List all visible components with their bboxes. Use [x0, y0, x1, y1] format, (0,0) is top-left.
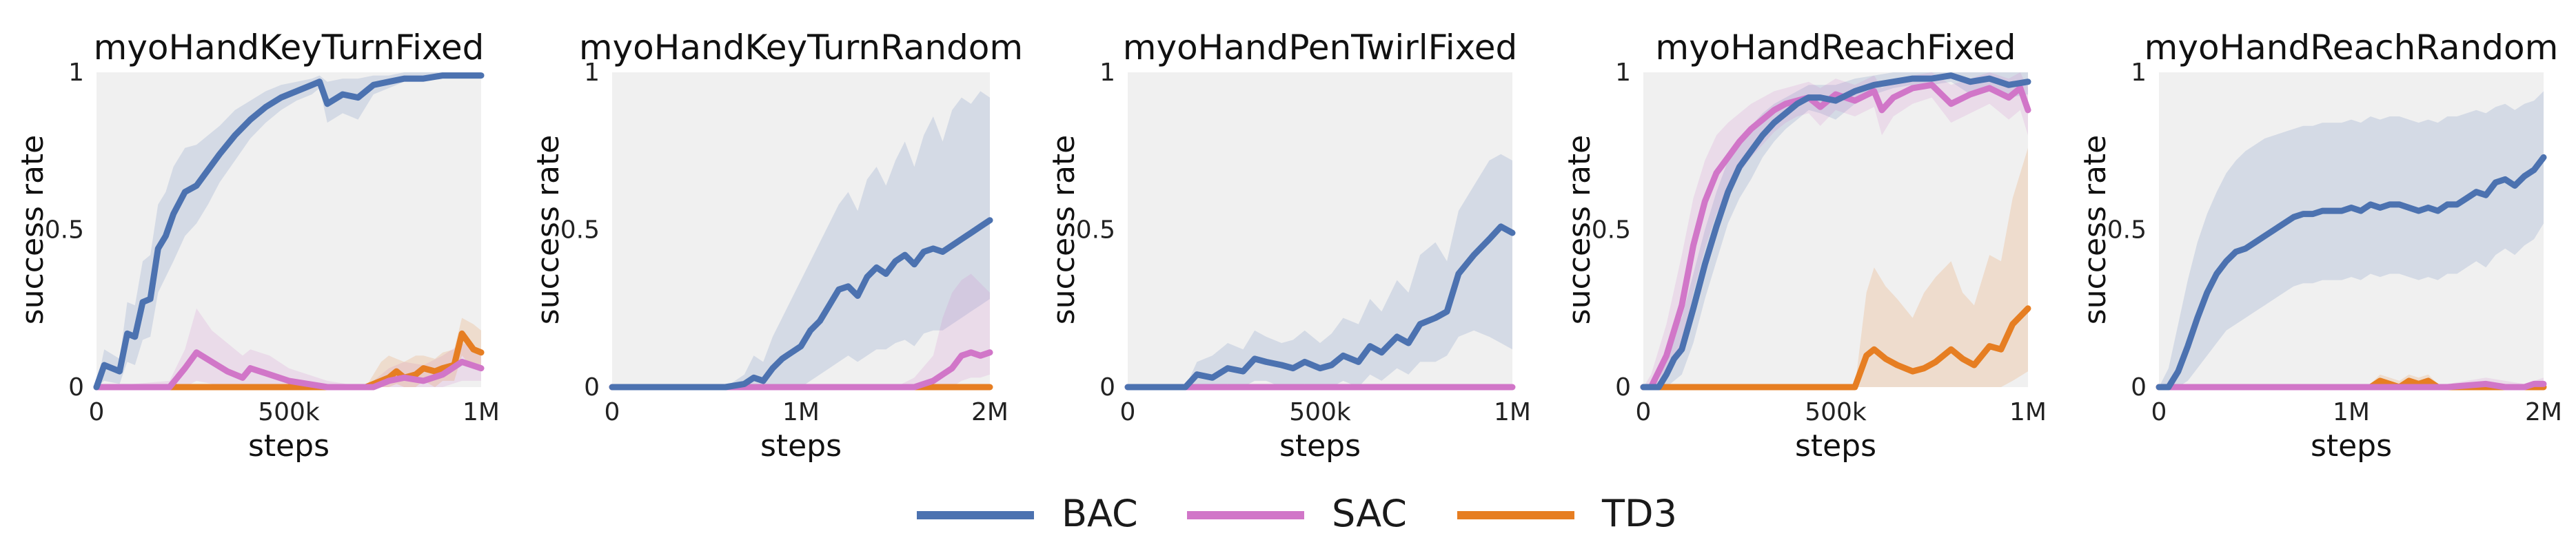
- x-axis-label: steps: [760, 428, 842, 464]
- chart-title: myoHandKeyTurnRandom: [579, 28, 1023, 68]
- x-tick-label: 1M: [1494, 398, 1531, 426]
- x-tick-label: 2M: [971, 398, 1008, 426]
- x-tick-label: 0: [605, 398, 620, 426]
- line-sac: [93, 349, 485, 391]
- legend-label-sac: SAC: [1332, 492, 1407, 535]
- x-tick-label: 0: [2151, 398, 2167, 426]
- y-axis-label: success rate: [15, 135, 50, 324]
- x-axis-label: steps: [2311, 428, 2392, 464]
- line-bac: [609, 217, 993, 391]
- legend-label-td3: TD3: [1602, 492, 1677, 535]
- x-tick-label: 0: [89, 398, 105, 426]
- band-bac: [97, 72, 481, 387]
- plot-area: [1128, 72, 1512, 387]
- y-tick-label: 1: [2131, 59, 2147, 87]
- plot-area: [2159, 72, 2544, 387]
- band-bac: [2159, 91, 2544, 387]
- x-tick-label: 1M: [2009, 398, 2047, 426]
- y-tick-label: 1: [68, 59, 84, 87]
- chart-title: myoHandReachRandom: [2144, 28, 2559, 68]
- legend-swatch-bac: [917, 511, 1034, 519]
- y-tick-label: 0.5: [1076, 216, 1115, 245]
- y-tick-label: 0: [1099, 373, 1115, 402]
- legend-swatch-sac: [1187, 511, 1304, 519]
- band-sac: [1643, 72, 2028, 387]
- x-tick-label: 0: [1636, 398, 1652, 426]
- y-tick-label: 0.5: [560, 216, 600, 245]
- x-axis-label: steps: [1795, 428, 1876, 464]
- x-axis-label: steps: [248, 428, 329, 464]
- x-tick-label: 500k: [258, 398, 320, 426]
- chart-title: myoHandReachFixed: [1655, 28, 2016, 68]
- line-bac: [2156, 154, 2547, 391]
- legend-label-bac: BAC: [1062, 492, 1138, 535]
- legend-swatch-td3: [1457, 511, 1574, 519]
- panel-4: myoHandReachFixed 0 0.5 1 0 500k 1M steps succes…: [1562, 28, 2047, 464]
- y-tick-label: 0: [2131, 373, 2147, 402]
- chart-title: myoHandKeyTurnFixed: [94, 28, 485, 68]
- y-tick-label: 0: [1615, 373, 1631, 402]
- x-tick-label: 0: [1120, 398, 1136, 426]
- band-bac: [1643, 72, 2028, 387]
- panel-1: myoHandKeyTurnFixed 0 0.5 1 0 500k 1M steps succ…: [15, 28, 500, 464]
- band-bac: [612, 91, 990, 387]
- y-tick-label: 1: [1615, 59, 1631, 87]
- y-axis-label: success rate: [2078, 135, 2113, 324]
- panel-3: myoHandPenTwirlFixed 0 0.5 1 0 500k 1M steps suc…: [1046, 28, 1531, 464]
- line-sac: [2156, 380, 2547, 391]
- x-tick-label: 1M: [782, 398, 820, 426]
- chart-title: myoHandPenTwirlFixed: [1123, 28, 1517, 68]
- y-tick-label: 1: [1099, 59, 1115, 87]
- x-axis-label: steps: [1279, 428, 1361, 464]
- panel-2: myoHandKeyTurnRandom 0 0.5 1 0 1M 2M steps succe…: [531, 28, 1023, 464]
- x-tick-label: 1M: [2333, 398, 2370, 426]
- band-sac: [612, 273, 990, 387]
- y-tick-label: 0.5: [2107, 216, 2147, 245]
- band-td3: [1643, 147, 2028, 387]
- plot-area: [612, 72, 990, 387]
- x-tick-label: 2M: [2525, 398, 2562, 426]
- line-sac: [609, 349, 993, 391]
- y-axis-label: success rate: [1046, 135, 1082, 324]
- line-bac: [1124, 223, 1516, 391]
- panel-5: myoHandReachRandom 0 0.5 1 0 1M 2M steps success…: [2078, 28, 2562, 464]
- plot-area: [1643, 72, 2028, 387]
- y-tick-label: 0: [68, 373, 84, 402]
- y-tick-label: 0: [584, 373, 600, 402]
- band-sac: [97, 308, 481, 387]
- y-tick-label: 0.5: [45, 216, 84, 245]
- y-axis-label: success rate: [1562, 135, 1597, 324]
- x-tick-label: 500k: [1289, 398, 1351, 426]
- band-td3: [97, 318, 481, 387]
- y-tick-label: 1: [584, 59, 600, 87]
- line-td3: [1640, 305, 2031, 391]
- legend: BAC SAC TD3: [0, 482, 2576, 551]
- x-tick-label: 1M: [463, 398, 500, 426]
- y-tick-label: 0.5: [1592, 216, 1631, 245]
- plot-area: [97, 72, 481, 387]
- y-axis-label: success rate: [531, 135, 566, 324]
- x-tick-label: 500k: [1805, 398, 1867, 426]
- line-bac: [93, 72, 485, 391]
- line-bac: [1640, 72, 2031, 391]
